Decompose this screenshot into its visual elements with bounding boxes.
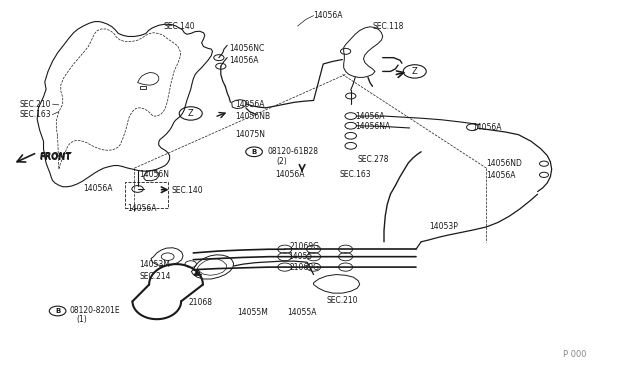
Text: 21069G: 21069G bbox=[289, 263, 319, 272]
Text: B: B bbox=[252, 149, 257, 155]
Text: SEC.278: SEC.278 bbox=[357, 155, 388, 164]
Text: Z: Z bbox=[412, 67, 417, 76]
Text: (2): (2) bbox=[276, 157, 287, 166]
Text: 14056A: 14056A bbox=[236, 100, 265, 109]
Text: 21069G: 21069G bbox=[289, 242, 319, 251]
Text: SEC.163: SEC.163 bbox=[339, 170, 371, 179]
Text: SEC.214: SEC.214 bbox=[140, 272, 171, 280]
Text: FRONT: FRONT bbox=[40, 153, 72, 162]
Text: 14056NC: 14056NC bbox=[229, 44, 264, 53]
Text: SEC.118: SEC.118 bbox=[372, 22, 404, 31]
Text: Z: Z bbox=[188, 109, 193, 118]
Text: 14075N: 14075N bbox=[236, 130, 266, 139]
Text: SEC.210: SEC.210 bbox=[19, 100, 51, 109]
Text: 14056NA: 14056NA bbox=[355, 122, 390, 131]
Text: SEC.163: SEC.163 bbox=[19, 110, 51, 119]
Text: 14056A: 14056A bbox=[486, 171, 516, 180]
Text: SEC.210: SEC.210 bbox=[326, 296, 358, 305]
Text: 14055: 14055 bbox=[288, 252, 312, 261]
Text: 08120-61B28: 08120-61B28 bbox=[268, 147, 319, 156]
Text: 14055A: 14055A bbox=[287, 308, 316, 317]
Text: (1): (1) bbox=[77, 315, 88, 324]
Text: 14056NB: 14056NB bbox=[236, 112, 271, 121]
Text: 14056A: 14056A bbox=[275, 170, 305, 179]
Text: 14056N: 14056N bbox=[140, 170, 170, 179]
Text: 14056A: 14056A bbox=[472, 123, 502, 132]
Text: SEC.140: SEC.140 bbox=[163, 22, 195, 31]
Text: 21068: 21068 bbox=[189, 298, 212, 307]
Text: B: B bbox=[55, 308, 60, 314]
Text: 14053P: 14053P bbox=[429, 222, 458, 231]
Text: 14056A: 14056A bbox=[127, 204, 156, 213]
Text: P 000: P 000 bbox=[563, 350, 587, 359]
Text: 14053M: 14053M bbox=[140, 260, 170, 269]
Text: SEC.140: SEC.140 bbox=[172, 186, 203, 195]
Bar bbox=[125, 182, 168, 208]
Text: 14056A: 14056A bbox=[83, 185, 113, 193]
Text: 14056ND: 14056ND bbox=[486, 159, 522, 168]
Text: 14056A: 14056A bbox=[355, 112, 385, 121]
Text: 14055M: 14055M bbox=[237, 308, 268, 317]
Text: 14056A: 14056A bbox=[229, 56, 259, 65]
Text: FRONT: FRONT bbox=[40, 153, 72, 161]
Text: 14056A: 14056A bbox=[314, 11, 343, 20]
Text: 08120-8201E: 08120-8201E bbox=[69, 307, 120, 315]
